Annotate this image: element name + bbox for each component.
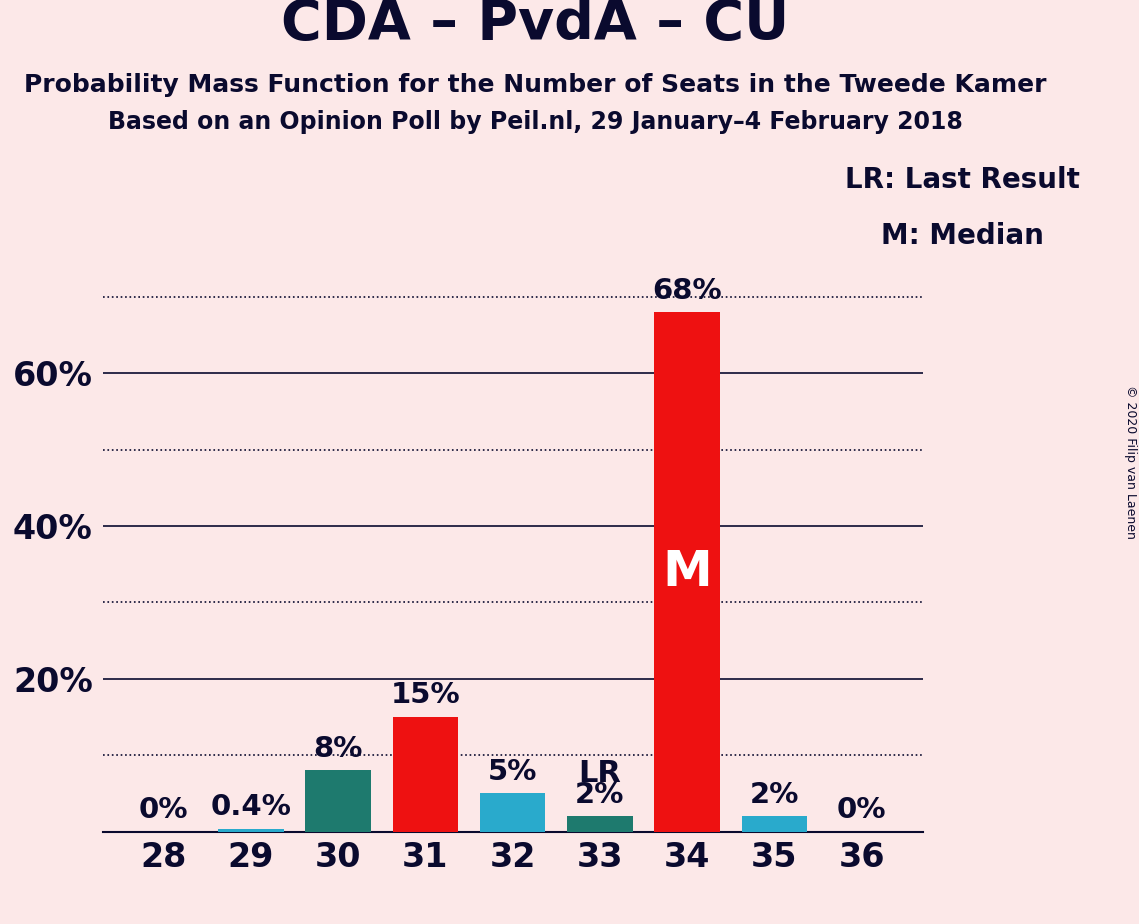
Text: 15%: 15% <box>391 681 460 710</box>
Bar <box>480 794 546 832</box>
Bar <box>567 816 632 832</box>
Text: © 2020 Filip van Laenen: © 2020 Filip van Laenen <box>1124 385 1137 539</box>
Text: 5%: 5% <box>487 758 538 785</box>
Text: 0%: 0% <box>837 796 886 824</box>
Text: 0%: 0% <box>139 796 188 824</box>
Text: 2%: 2% <box>749 781 798 808</box>
Bar <box>741 816 808 832</box>
Text: M: M <box>662 548 712 596</box>
Text: Probability Mass Function for the Number of Seats in the Tweede Kamer: Probability Mass Function for the Number… <box>24 73 1047 97</box>
Text: 8%: 8% <box>313 735 362 763</box>
Bar <box>393 717 458 832</box>
Text: CDA – PvdA – CU: CDA – PvdA – CU <box>281 0 789 51</box>
Bar <box>218 829 284 832</box>
Text: 2%: 2% <box>575 781 624 808</box>
Text: 68%: 68% <box>653 276 722 305</box>
Text: Based on an Opinion Poll by Peil.nl, 29 January–4 February 2018: Based on an Opinion Poll by Peil.nl, 29 … <box>108 110 962 134</box>
Bar <box>654 312 720 832</box>
Text: LR: LR <box>579 759 621 788</box>
Text: LR: Last Result: LR: Last Result <box>845 166 1080 194</box>
Text: M: Median: M: Median <box>882 222 1043 249</box>
Text: 0.4%: 0.4% <box>211 793 292 821</box>
Bar <box>305 771 371 832</box>
